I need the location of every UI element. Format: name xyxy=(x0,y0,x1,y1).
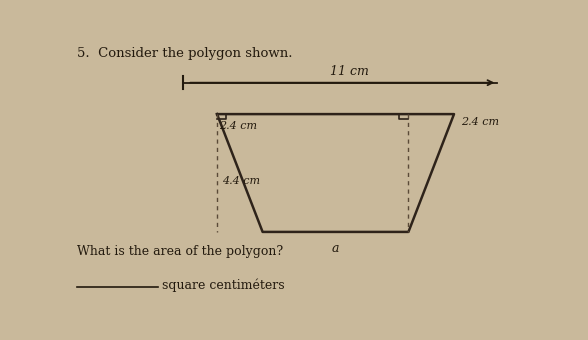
Text: 11 cm: 11 cm xyxy=(330,65,369,78)
Text: a: a xyxy=(332,242,339,255)
Polygon shape xyxy=(217,114,454,232)
Text: 2.4 cm: 2.4 cm xyxy=(219,121,258,131)
Text: 2.4 cm: 2.4 cm xyxy=(461,117,499,127)
Text: 4.4 cm: 4.4 cm xyxy=(222,176,260,186)
Text: What is the area of the polygon?: What is the area of the polygon? xyxy=(77,245,283,258)
Text: square centiméters: square centiméters xyxy=(162,279,285,292)
Text: 5.  Consider the polygon shown.: 5. Consider the polygon shown. xyxy=(77,47,293,60)
